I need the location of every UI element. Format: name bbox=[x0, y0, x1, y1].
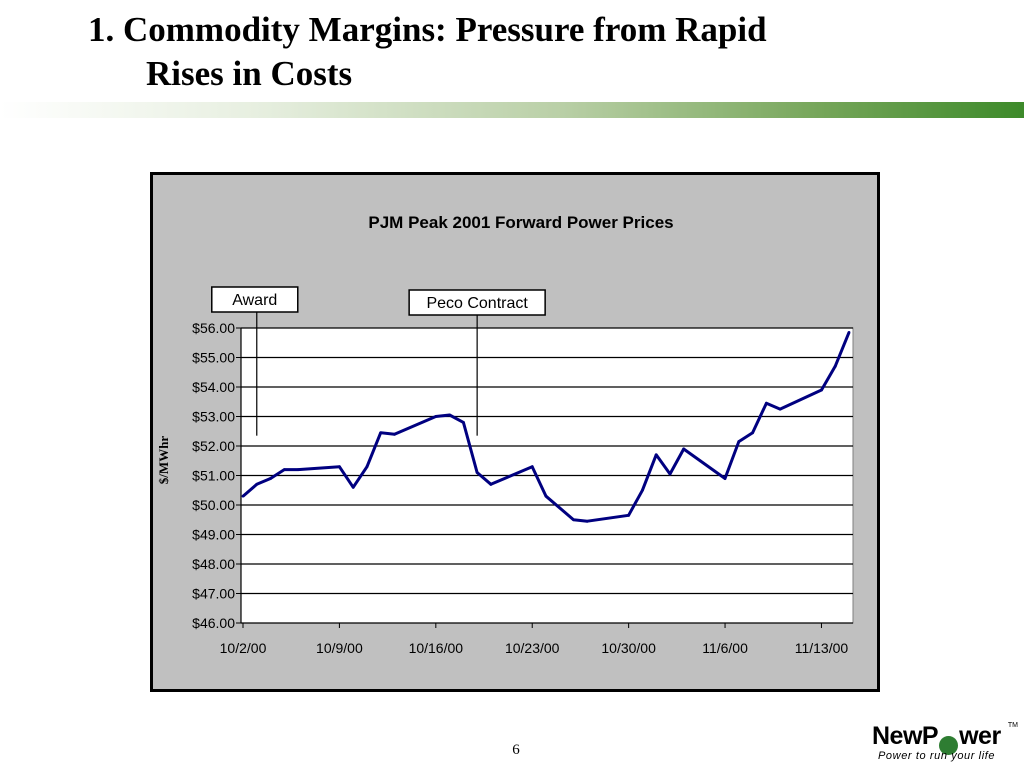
x-tick-label: 10/30/00 bbox=[601, 640, 656, 656]
slide-title-line2: Rises in Costs bbox=[146, 54, 353, 93]
data-point bbox=[282, 468, 286, 471]
x-axis-ticks: 10/2/00 10/9/00 10/16/00 10/23/00 10/30/00 11… bbox=[220, 623, 849, 656]
data-point bbox=[544, 494, 548, 498]
logo-trademark: TM bbox=[1007, 722, 1018, 729]
data-point bbox=[737, 440, 741, 443]
data-point bbox=[365, 465, 369, 469]
y-tick-label: $47.00 bbox=[192, 586, 235, 602]
data-point bbox=[820, 388, 823, 392]
y-axis-ticks: $46.00 $47.00 $48.00 $49.00 $50.00 $51.00 $52.… bbox=[192, 320, 241, 631]
data-point bbox=[847, 331, 851, 334]
data-point bbox=[255, 482, 259, 486]
data-point bbox=[558, 506, 562, 510]
chart-frame: PJM Peak 2001 Forward Power Prices $46.0… bbox=[150, 172, 880, 692]
data-point bbox=[764, 401, 768, 405]
y-tick-label: $51.00 bbox=[192, 468, 235, 484]
data-point bbox=[379, 431, 383, 435]
data-point bbox=[641, 488, 644, 492]
y-tick-label: $46.00 bbox=[192, 615, 235, 631]
data-point bbox=[751, 431, 754, 435]
y-tick-label: $54.00 bbox=[192, 379, 235, 395]
data-point bbox=[530, 465, 534, 469]
x-tick-label: 11/13/00 bbox=[795, 640, 849, 656]
data-point bbox=[448, 413, 451, 417]
page-number: 6 bbox=[512, 742, 520, 758]
newpower-logo: NewPo wer TM Power to run your life bbox=[872, 722, 1020, 766]
y-tick-label: $53.00 bbox=[192, 409, 235, 425]
x-tick-label: 10/16/00 bbox=[409, 640, 464, 656]
data-point bbox=[833, 364, 837, 368]
title-divider bbox=[0, 102, 1024, 118]
data-point bbox=[572, 518, 575, 522]
data-point bbox=[585, 519, 589, 523]
y-axis-label: $/MWhr bbox=[156, 436, 171, 485]
data-point bbox=[682, 447, 686, 451]
gridlines bbox=[241, 327, 853, 595]
data-point bbox=[393, 432, 396, 436]
annotations: Award Peco Contract bbox=[211, 286, 546, 436]
logo-name: NewPo wer bbox=[872, 722, 1001, 755]
series-layer bbox=[241, 331, 851, 523]
data-point bbox=[723, 477, 727, 480]
y-tick-label: $48.00 bbox=[192, 556, 235, 572]
price-chart: PJM Peak 2001 Forward Power Prices $46.0… bbox=[156, 213, 854, 656]
data-point bbox=[434, 415, 438, 418]
annotation-box bbox=[408, 289, 546, 316]
data-point bbox=[461, 421, 465, 424]
annotation-box bbox=[211, 286, 299, 313]
data-point bbox=[475, 471, 479, 474]
y-tick-label: $52.00 bbox=[192, 438, 235, 454]
data-point bbox=[338, 465, 341, 469]
annotation-label: Award bbox=[232, 292, 277, 309]
data-point bbox=[241, 494, 245, 498]
logo-tagline: Power to run your life bbox=[878, 750, 996, 762]
chart-title: PJM Peak 2001 Forward Power Prices bbox=[368, 213, 673, 232]
data-point bbox=[269, 477, 272, 480]
slide-title: 1. Commodity Margins: Pressure from Rapi… bbox=[88, 8, 988, 96]
data-point bbox=[296, 468, 300, 471]
x-tick-label: 10/23/00 bbox=[505, 640, 560, 656]
slide-title-line1: 1. Commodity Margins: Pressure from Rapi… bbox=[88, 10, 767, 49]
y-tick-label: $56.00 bbox=[192, 320, 235, 336]
logo-globe-letter: o bbox=[939, 736, 959, 755]
x-tick-label: 11/6/00 bbox=[702, 640, 748, 656]
data-point bbox=[668, 472, 672, 476]
y-tick-label: $55.00 bbox=[192, 350, 235, 366]
data-point bbox=[351, 485, 355, 489]
x-tick-label: 10/9/00 bbox=[316, 640, 363, 656]
x-tick-label: 10/2/00 bbox=[220, 640, 267, 656]
data-point bbox=[627, 513, 631, 517]
annotation-label: Peco Contract bbox=[426, 295, 528, 312]
data-point bbox=[654, 453, 658, 457]
y-tick-label: $49.00 bbox=[192, 527, 235, 543]
data-point bbox=[489, 482, 493, 486]
y-tick-label: $50.00 bbox=[192, 497, 235, 513]
data-point bbox=[778, 407, 782, 411]
